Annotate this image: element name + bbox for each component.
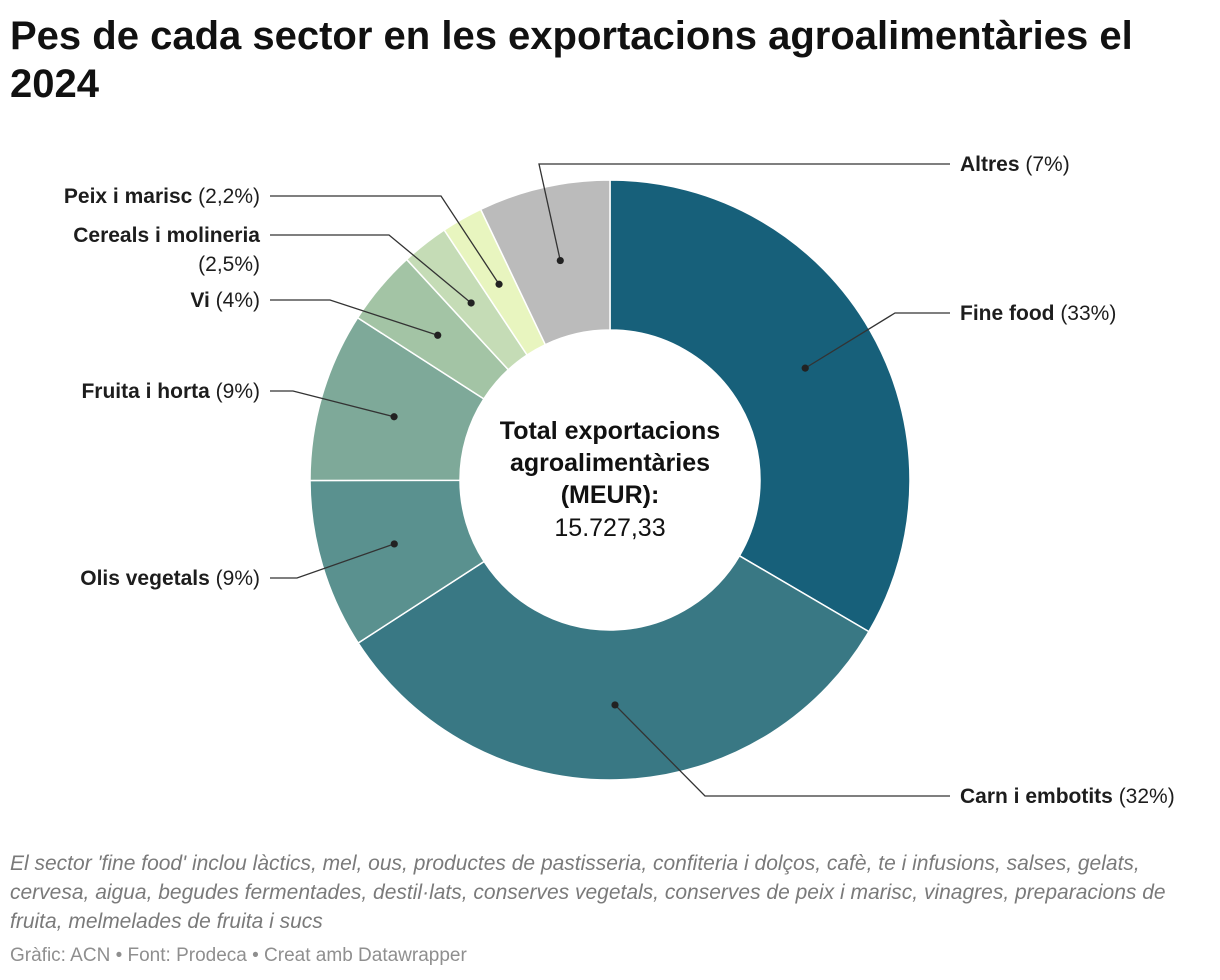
leader-line-altres <box>538 163 950 261</box>
anchor-dot-carn-i-embotits <box>611 701 619 709</box>
leader-line-carn-i-embotits <box>614 704 950 797</box>
anchor-dot-olis-vegetals <box>390 540 398 548</box>
slice-altres <box>479 179 611 346</box>
slice-label-altres: Altres (7%) <box>960 153 1070 176</box>
leader-line-olis-vegetals <box>270 543 395 579</box>
center-label-line: agroalimentàries <box>510 449 710 477</box>
anchor-dot-fruita-i-horta <box>390 413 398 421</box>
leader-line-fruita-i-horta <box>270 390 395 418</box>
donut-chart: Fine food (33%) Carn i embotits (32%) Olis… <box>64 153 1175 808</box>
anchor-dot-fine-food <box>801 364 809 372</box>
credits: Gràfic: ACN • Font: Prodeca • Creat amb … <box>10 945 467 966</box>
leader-line-vi <box>270 299 438 336</box>
anchor-dot-altres <box>556 256 564 265</box>
slice-carn-i-embotits <box>357 554 870 781</box>
slice-label-vi: Vi (4%) <box>190 289 260 312</box>
slice-labels-group: Fine food (33%) Carn i embotits (32%) Olis… <box>64 153 1175 808</box>
slice-label-fruita-i-horta: Fruita i horta (9%) <box>81 380 260 403</box>
slice-label-olis-vegetals: Olis vegetals (9%) <box>80 567 260 590</box>
slice-value-cereals-i-molineria: (2,5%) <box>198 253 260 276</box>
leader-lines-group <box>270 163 950 797</box>
slice-fine-food <box>609 179 911 633</box>
slice-label-carn-i-embotits: Carn i embotits (32%) <box>960 785 1175 808</box>
slice-label-fine-food: Fine food (33%) <box>960 302 1116 325</box>
slice-label-peix-i-marisc: Peix i marisc (2,2%) <box>64 185 260 208</box>
slices-group <box>309 179 911 781</box>
chart-title: Pes de cada sector en les exportacions a… <box>10 14 1133 106</box>
anchor-dot-vi <box>434 331 442 339</box>
leader-line-cereals-i-molineria <box>270 234 472 304</box>
slice-label-cereals-i-molineria: Cereals i molineria <box>73 224 260 247</box>
anchor-dot-peix-i-marisc <box>495 280 503 288</box>
center-label-line: (MEUR): <box>561 481 660 509</box>
anchor-dot-cereals-i-molineria <box>467 299 475 307</box>
center-label-line: Total exportacions <box>500 417 720 445</box>
leader-line-fine-food <box>804 312 950 369</box>
center-label-group: Total exportacions agroalimentàries (MEUR)… <box>500 417 720 542</box>
center-total-value: 15.727,33 <box>554 514 665 542</box>
leader-line-peix-i-marisc <box>270 195 500 285</box>
footnote: El sector 'fine food' inclou làctics, me… <box>10 852 1166 933</box>
